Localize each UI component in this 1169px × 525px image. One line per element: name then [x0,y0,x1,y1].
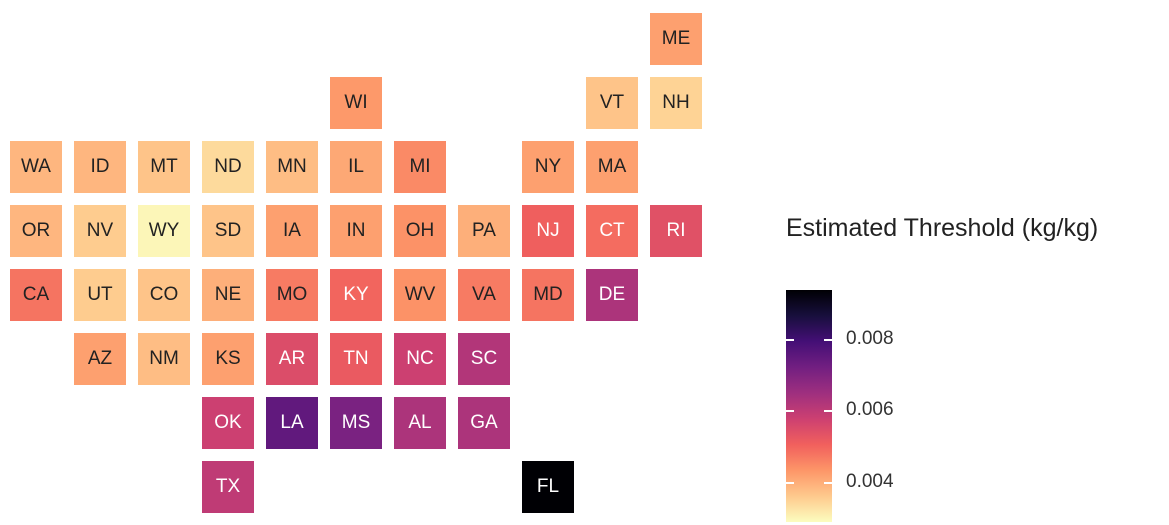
state-tile-mi: MI [394,141,446,193]
state-tile-ma: MA [586,141,638,193]
state-tile-va: VA [458,269,510,321]
colorbar-tick-label: 0.006 [846,399,894,421]
state-tile-tx: TX [202,461,254,513]
state-tile-al: AL [394,397,446,449]
state-tile-ri: RI [650,205,702,257]
state-tile-wa: WA [10,141,62,193]
state-tile-nh: NH [650,77,702,129]
state-tile-oh: OH [394,205,446,257]
state-tile-tn: TN [330,333,382,385]
state-tile-sd: SD [202,205,254,257]
state-tile-nj: NJ [522,205,574,257]
state-tile-ut: UT [74,269,126,321]
state-tile-md: MD [522,269,574,321]
state-tile-ne: NE [202,269,254,321]
state-tile-vt: VT [586,77,638,129]
colorbar-tick-mark [786,410,794,413]
state-tile-ky: KY [330,269,382,321]
colorbar-tick-mark [824,338,832,341]
state-tile-ia: IA [266,205,318,257]
state-tile-or: OR [10,205,62,257]
state-tile-wi: WI [330,77,382,129]
colorbar-tick-label: 0.004 [846,470,894,492]
colorbar-tick-mark [786,338,794,341]
state-tile-il: IL [330,141,382,193]
state-tile-ks: KS [202,333,254,385]
colorbar [786,290,832,522]
state-tile-ms: MS [330,397,382,449]
colorbar-tick-label: 0.008 [846,327,894,349]
state-tile-nv: NV [74,205,126,257]
state-tile-nm: NM [138,333,190,385]
state-tile-fl: FL [522,461,574,513]
state-tile-la: LA [266,397,318,449]
state-tile-ct: CT [586,205,638,257]
state-tile-ok: OK [202,397,254,449]
state-tile-ar: AR [266,333,318,385]
colorbar-tick-mark [824,410,832,413]
state-tile-wv: WV [394,269,446,321]
colorbar-tick-mark [786,481,794,484]
colorbar-tick-mark [824,481,832,484]
legend-title: Estimated Threshold (kg/kg) [786,214,1099,242]
state-tile-ga: GA [458,397,510,449]
state-tile-sc: SC [458,333,510,385]
state-tile-nd: ND [202,141,254,193]
state-tile-ny: NY [522,141,574,193]
state-tile-me: ME [650,13,702,65]
state-tile-ca: CA [10,269,62,321]
state-tile-pa: PA [458,205,510,257]
state-tile-map: ME WI VT NH WA ID MT ND MN IL MI NY MA OR NV WY SD IA IN OH… [10,13,702,513]
state-tile-nc: NC [394,333,446,385]
state-tile-mn: MN [266,141,318,193]
state-tile-de: DE [586,269,638,321]
state-tile-mo: MO [266,269,318,321]
state-tile-az: AZ [74,333,126,385]
state-tile-id: ID [74,141,126,193]
state-tile-mt: MT [138,141,190,193]
state-tile-in: IN [330,205,382,257]
state-tile-wy: WY [138,205,190,257]
state-tile-co: CO [138,269,190,321]
